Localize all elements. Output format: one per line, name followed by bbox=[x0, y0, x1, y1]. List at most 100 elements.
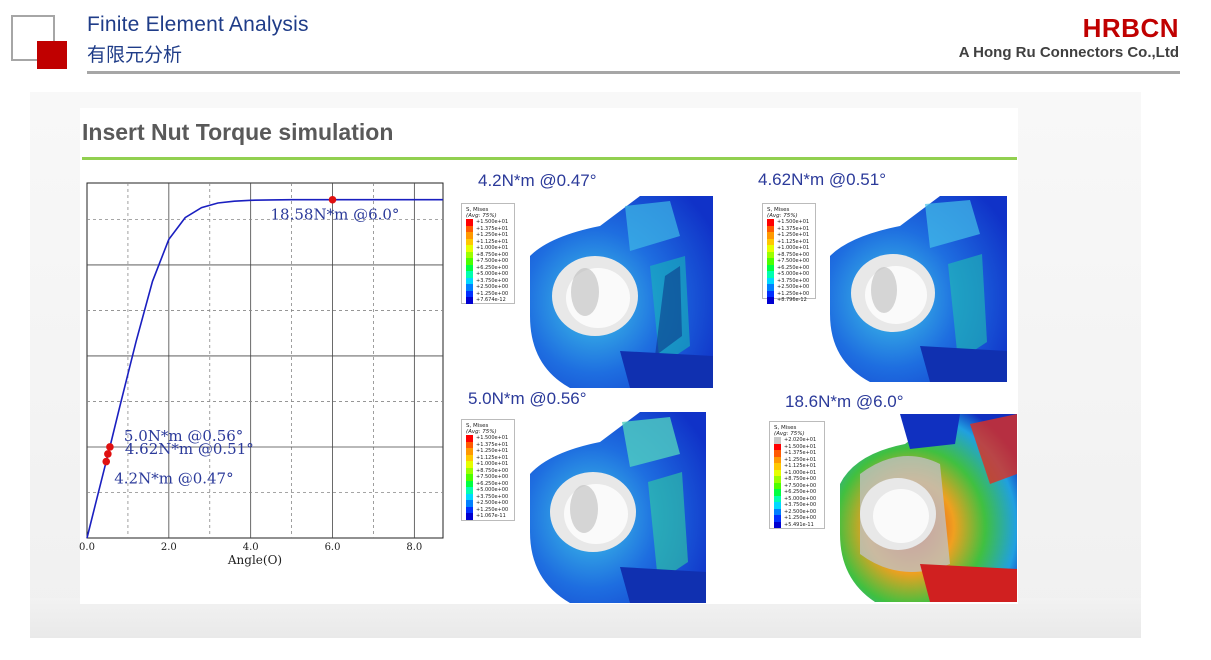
x-tick-label: 0.0 bbox=[79, 542, 95, 553]
header-title-cn: 有限元分析 bbox=[87, 45, 183, 66]
company-name: A Hong Ru Connectors Co.,Ltd bbox=[958, 44, 1179, 61]
legend-value: +1.250e+01 bbox=[476, 232, 509, 238]
legend-row: +1.375e+01 bbox=[774, 450, 820, 457]
legend-row: +5.491e-11 bbox=[774, 521, 820, 528]
legend-swatch bbox=[466, 219, 473, 226]
plot-area bbox=[86, 182, 444, 539]
legend-value: +2.500e+00 bbox=[476, 500, 509, 506]
legend-value: +1.250e+01 bbox=[784, 456, 817, 463]
legend-row: +1.375e+01 bbox=[767, 225, 811, 232]
fea-legend-1: S, Mises (Avg: 75%) +1.500e+01 +1.375e+01 +1… bbox=[461, 203, 515, 304]
legend-swatch bbox=[774, 482, 781, 489]
legend-row: +6.250e+00 bbox=[466, 264, 510, 271]
legend-swatch bbox=[466, 258, 473, 265]
legend-swatch bbox=[466, 232, 473, 239]
slide-title: Insert Nut Torque simulation bbox=[82, 119, 394, 145]
legend-swatch bbox=[774, 489, 781, 496]
legend-value: +1.375e+01 bbox=[476, 441, 509, 448]
legend-swatch bbox=[466, 245, 473, 252]
legend-row: +3.750e+00 bbox=[767, 277, 811, 284]
legend-swatch bbox=[767, 238, 774, 245]
legend-swatch bbox=[767, 297, 774, 304]
legend-swatch bbox=[466, 487, 473, 494]
legend-swatch bbox=[767, 258, 774, 265]
legend-row: +6.250e+00 bbox=[767, 264, 811, 271]
legend-value: +7.500e+00 bbox=[784, 482, 817, 489]
legend-row: +5.000e+00 bbox=[774, 495, 820, 502]
legend-row: +2.500e+00 bbox=[767, 284, 811, 291]
legend-row: +7.674e-12 bbox=[466, 297, 510, 304]
legend-swatch bbox=[466, 500, 473, 507]
legend-row: +7.500e+00 bbox=[466, 474, 510, 481]
legend-value: +1.250e+01 bbox=[777, 232, 810, 238]
legend-swatch bbox=[767, 264, 774, 271]
x-tick-label: 8.0 bbox=[406, 542, 422, 553]
legend-row: +1.125e+01 bbox=[767, 238, 811, 245]
legend-value: +1.250e+00 bbox=[784, 515, 817, 521]
legend-row: +1.000e+01 bbox=[767, 245, 811, 252]
legend-swatch bbox=[466, 467, 473, 474]
legend-value: +1.000e+01 bbox=[476, 461, 509, 467]
legend-value: +1.125e+01 bbox=[476, 454, 509, 461]
legend-swatch bbox=[466, 506, 473, 513]
legend-row: +5.000e+00 bbox=[466, 271, 510, 278]
legend-value: +5.000e+00 bbox=[784, 495, 817, 502]
legend-value: +7.674e-12 bbox=[476, 297, 506, 303]
legend-value: +1.375e+01 bbox=[476, 225, 509, 232]
legend-row: +2.500e+00 bbox=[774, 508, 820, 515]
legend-swatch bbox=[466, 454, 473, 461]
legend-value: +8.750e+00 bbox=[777, 251, 810, 258]
legend-row: +1.250e+01 bbox=[767, 232, 811, 239]
legend-value: +1.000e+01 bbox=[777, 245, 810, 251]
legend-value: +1.125e+01 bbox=[476, 238, 509, 245]
legend-value: +1.500e+01 bbox=[476, 435, 509, 441]
legend-row: +6.250e+00 bbox=[466, 480, 510, 487]
legend-row: +2.500e+00 bbox=[466, 284, 510, 291]
legend-title: S, Mises bbox=[767, 207, 790, 213]
legend-swatch bbox=[774, 443, 781, 450]
legend-avg: (Avg: 75%) bbox=[774, 431, 805, 437]
fea-title-1: 4.2N*m @0.47° bbox=[478, 171, 597, 190]
legend-row: +1.500e+01 bbox=[767, 219, 811, 226]
legend-title: S, Mises bbox=[466, 423, 489, 429]
legend-row: +1.250e+01 bbox=[466, 448, 510, 455]
brand-name: HRBCN bbox=[1082, 13, 1179, 43]
legend-swatch bbox=[466, 264, 473, 271]
legend-swatch bbox=[466, 480, 473, 487]
legend-swatch bbox=[774, 463, 781, 470]
legend-swatch bbox=[774, 508, 781, 515]
legend-row: +3.750e+00 bbox=[466, 277, 510, 284]
legend-value: +5.000e+00 bbox=[476, 271, 509, 277]
legend-swatch bbox=[466, 493, 473, 500]
legend-title: S, Mises bbox=[774, 425, 797, 431]
legend-value: +1.500e+01 bbox=[777, 219, 810, 225]
data-point bbox=[106, 443, 114, 451]
legend-row: +7.500e+00 bbox=[774, 482, 820, 489]
legend-value: +1.375e+01 bbox=[784, 450, 817, 456]
legend-row: +1.500e+01 bbox=[466, 435, 510, 442]
legend-row: +3.750e+00 bbox=[466, 493, 510, 500]
data-point bbox=[104, 450, 112, 458]
legend-value: +2.500e+00 bbox=[476, 284, 509, 290]
legend-value: +6.250e+00 bbox=[777, 264, 810, 271]
legend-swatch bbox=[466, 461, 473, 468]
legend-value: +7.500e+00 bbox=[777, 258, 810, 264]
logo-red-square bbox=[37, 41, 67, 69]
x-axis-label: Angle(O) bbox=[227, 553, 282, 567]
legend-swatch bbox=[466, 251, 473, 258]
legend-row: +1.250e+01 bbox=[774, 456, 820, 463]
legend-value: +5.000e+00 bbox=[777, 271, 810, 277]
legend-swatch bbox=[774, 515, 781, 522]
legend-row: +8.750e+00 bbox=[767, 251, 811, 258]
legend-value: +1.250e+01 bbox=[476, 448, 509, 454]
fea-title-4: 18.6N*m @6.0° bbox=[785, 392, 904, 411]
legend-row: +1.250e+00 bbox=[774, 515, 820, 522]
legend-row: +7.500e+00 bbox=[466, 258, 510, 265]
legend-row: +2.500e+00 bbox=[466, 500, 510, 507]
legend-swatch bbox=[767, 245, 774, 252]
legend-value: +6.250e+00 bbox=[476, 480, 509, 487]
title-underline bbox=[82, 157, 1017, 160]
legend-swatch bbox=[466, 474, 473, 481]
legend-row: +5.000e+00 bbox=[767, 271, 811, 278]
legend-swatch bbox=[774, 476, 781, 483]
